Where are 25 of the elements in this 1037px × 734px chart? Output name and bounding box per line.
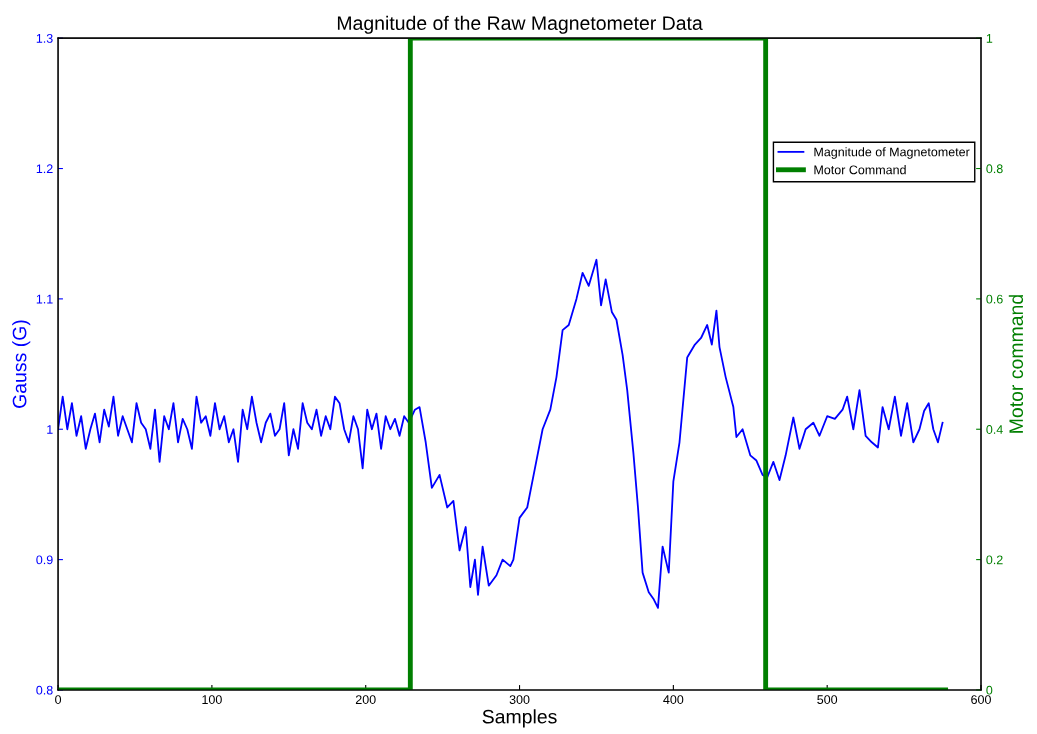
legend-label: Motor Command bbox=[814, 165, 906, 175]
y2-tick-label: 0 bbox=[986, 685, 993, 695]
y2-tick-label: 1 bbox=[986, 34, 993, 43]
legend-label: Magnitude of Magnetometer bbox=[814, 147, 970, 159]
y2-tick-label: 0.2 bbox=[986, 555, 1003, 565]
y-tick-label: 0.8 bbox=[36, 685, 53, 695]
y2-tick-label: 0.8 bbox=[986, 164, 1003, 174]
x-tick-label: 400 bbox=[663, 695, 684, 704]
x-tick-label: 500 bbox=[817, 695, 838, 704]
x-axis-title: Samples bbox=[482, 709, 557, 728]
x-tick-label: 300 bbox=[509, 695, 530, 704]
y-tick-label: 1.2 bbox=[36, 164, 53, 174]
x-tick-label: 100 bbox=[202, 695, 222, 704]
x-tick-label: 600 bbox=[971, 695, 991, 704]
y-tick-label: 1.1 bbox=[36, 294, 53, 304]
x-tick-label: 0 bbox=[55, 695, 62, 704]
y-axis-title: Gauss (G) bbox=[12, 320, 31, 408]
y-tick-label: 1 bbox=[47, 425, 53, 434]
y2-axis-title: Motor command bbox=[1008, 295, 1024, 433]
x-tick-label: 200 bbox=[355, 695, 376, 704]
y-tick-label: 1.3 bbox=[36, 33, 53, 43]
y-tick-label: 0.9 bbox=[36, 555, 53, 565]
y2-tick-label: 0.4 bbox=[986, 425, 1003, 434]
chart-title: Magnitude of the Raw Magnetometer Data bbox=[337, 15, 703, 34]
y2-tick-label: 0.6 bbox=[986, 294, 1003, 304]
